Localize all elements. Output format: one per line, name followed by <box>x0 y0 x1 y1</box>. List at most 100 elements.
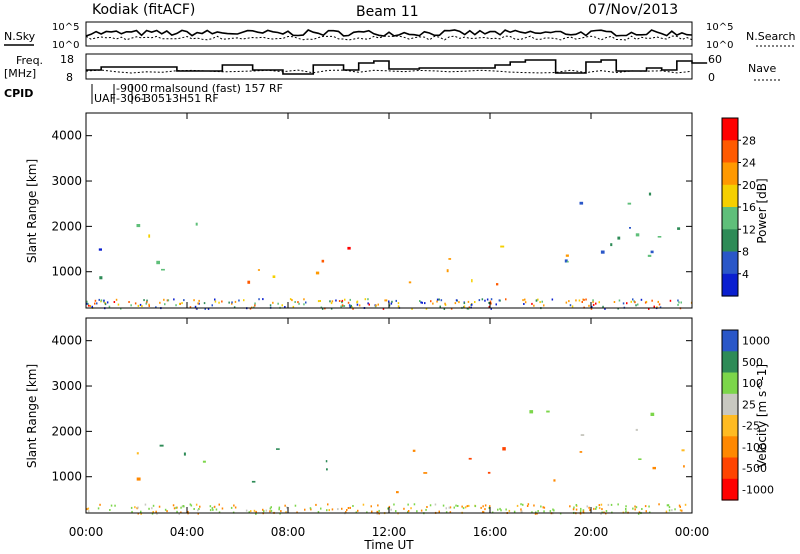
velocity-speckle <box>328 509 330 512</box>
velocity-speckle <box>377 504 379 507</box>
velocity-speckle <box>526 505 529 507</box>
cpid-entry-2: rmalsound (fast) 157 RF <box>150 82 283 95</box>
power-speckle <box>592 300 594 303</box>
velocity-speckle <box>198 508 200 510</box>
frequency-line <box>86 59 708 75</box>
power-speckle <box>218 301 220 304</box>
power-speckle <box>524 301 527 304</box>
velocity-speckle <box>484 504 487 507</box>
velocity-speckle <box>535 511 537 514</box>
power-speckle <box>377 303 379 306</box>
power-speckle <box>298 302 300 305</box>
power-speckle <box>338 300 341 302</box>
beam-title: Beam 11 <box>356 4 419 20</box>
power-speckle <box>207 307 210 310</box>
x-axis-label: Time UT <box>363 538 414 552</box>
power-speckle <box>424 302 426 305</box>
velocity-speckle <box>575 508 578 511</box>
power-speckle <box>467 307 470 310</box>
power-speckle <box>231 301 233 304</box>
power-speckle <box>179 302 181 305</box>
power-speckle <box>335 299 337 302</box>
velocity-speckle <box>426 506 428 508</box>
velocity-speckle <box>445 507 447 510</box>
velocity-cell <box>251 480 256 483</box>
power-speckle <box>120 307 122 310</box>
x-tick-label: 00:00 <box>675 525 710 539</box>
power-cell <box>650 250 654 254</box>
velocity-speckle <box>178 512 180 515</box>
velocity-cell <box>553 479 556 482</box>
power-speckle <box>352 307 354 310</box>
velocity-speckle <box>634 505 636 508</box>
power-cell <box>610 243 613 247</box>
power-colorbar-tick-label: 20 <box>742 179 756 192</box>
power-speckle <box>644 301 647 304</box>
velocity-speckle <box>520 508 522 511</box>
power-speckle <box>294 301 296 303</box>
power-speckle <box>581 301 583 303</box>
power-scatter-cells <box>86 192 693 310</box>
power-speckle <box>384 299 386 302</box>
velocity-y-label: Slant Range [km] <box>25 364 39 468</box>
power-speckle <box>585 298 587 301</box>
power-speckle <box>349 298 351 301</box>
cpid-entry-1: -9000 <box>116 82 148 95</box>
power-speckle <box>425 307 428 310</box>
velocity-cell <box>638 458 642 460</box>
power-speckle <box>193 299 195 302</box>
velocity-speckle <box>449 511 452 514</box>
velocity-speckle <box>678 504 681 507</box>
velocity-speckle <box>531 511 533 514</box>
power-speckle <box>211 304 213 307</box>
power-speckle <box>269 304 272 307</box>
power-speckle <box>146 299 148 302</box>
noise-right-label: N.Search <box>746 30 796 43</box>
power-speckle <box>419 300 421 302</box>
velocity-speckle <box>413 503 416 506</box>
power-speckle <box>656 306 658 309</box>
power-speckle <box>489 300 492 303</box>
power-speckle <box>669 299 672 302</box>
noise-sky-line <box>85 29 693 37</box>
power-colorbar-swatch <box>722 162 738 186</box>
power-speckle <box>634 301 636 304</box>
power-speckle <box>522 299 524 302</box>
power-speckle <box>488 301 490 304</box>
power-speckle <box>440 299 443 302</box>
power-speckle <box>490 302 492 305</box>
velocity-speckle <box>429 504 432 507</box>
power-speckle <box>221 300 223 303</box>
velocity-speckle <box>505 508 507 511</box>
power-cell <box>257 269 260 271</box>
velocity-speckle <box>110 504 113 507</box>
velocity-speckle <box>199 505 201 508</box>
power-speckle <box>103 300 105 303</box>
velocity-speckle <box>667 504 670 507</box>
power-speckle <box>341 301 343 304</box>
velocity-speckle <box>500 509 502 512</box>
power-speckle <box>277 302 279 305</box>
power-speckle <box>130 304 132 307</box>
velocity-speckle <box>151 512 154 515</box>
power-speckle <box>181 302 183 305</box>
power-speckle <box>214 300 217 303</box>
velocity-speckle <box>230 506 233 509</box>
power-speckle <box>297 301 299 304</box>
velocity-cell <box>136 477 141 481</box>
velocity-speckle <box>378 509 380 512</box>
velocity-colorbar-tick-label: -25 <box>742 420 760 433</box>
power-speckle <box>319 300 321 302</box>
velocity-speckle <box>248 511 250 514</box>
power-speckle <box>450 307 453 310</box>
velocity-speckle <box>309 507 312 510</box>
velocity-speckle <box>253 509 256 512</box>
power-colorbar-swatch <box>722 251 738 275</box>
velocity-speckle <box>213 505 216 508</box>
velocity-speckle <box>637 512 640 515</box>
velocity-speckle <box>304 508 306 511</box>
power-speckle <box>481 298 484 301</box>
velocity-speckle <box>197 512 199 515</box>
velocity-colorbar-swatch <box>722 330 738 352</box>
velocity-speckle <box>352 505 354 507</box>
